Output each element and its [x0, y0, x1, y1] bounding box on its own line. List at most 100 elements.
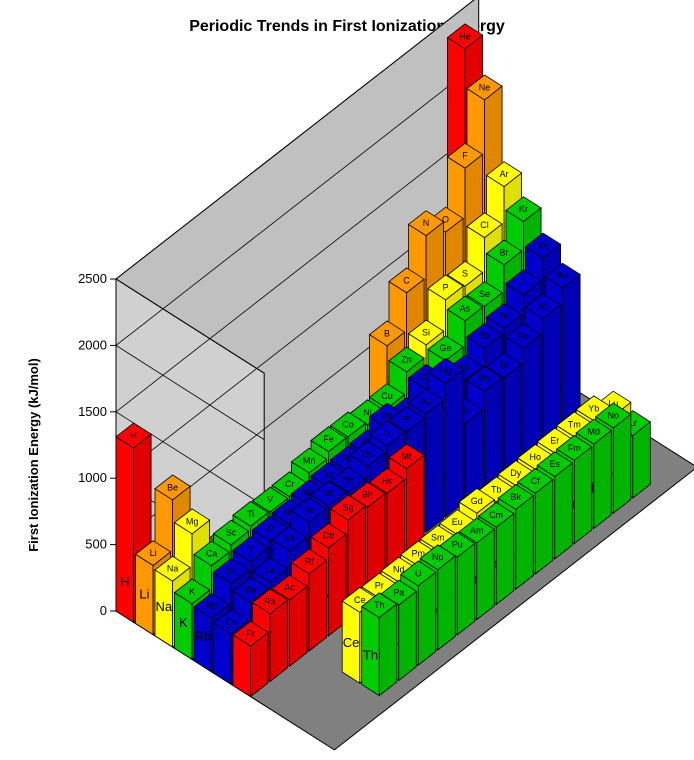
- bar-front-face: [378, 603, 398, 697]
- bar-front-face: [542, 304, 561, 442]
- bar-label: Sm: [431, 533, 445, 543]
- bar-label: Ra: [264, 596, 276, 606]
- bar-top-face: [388, 267, 425, 294]
- bar-label: Pr: [375, 581, 384, 591]
- bar-side-label: Th: [363, 648, 378, 663]
- bar-top-face: [251, 486, 289, 513]
- bar-top-face: [271, 525, 308, 552]
- bar-top-face: [368, 420, 406, 447]
- bar-label: Db: [323, 531, 335, 541]
- bar-label: He: [459, 31, 471, 41]
- bar-label: Os: [362, 449, 374, 459]
- bar-label: Tc: [324, 470, 334, 480]
- bar-label: H: [130, 431, 137, 441]
- bar-top-face: [524, 293, 562, 320]
- bar-front-face: [503, 363, 522, 473]
- bar-Fr: Fr: [232, 620, 269, 698]
- bar-top-face: [232, 620, 269, 647]
- bar-top-face: [310, 522, 347, 549]
- bar-label: Fr: [246, 629, 255, 639]
- bar-top-face: [446, 23, 484, 50]
- bar-label: Np: [432, 552, 444, 562]
- bar-label: Po: [518, 331, 529, 341]
- bar-label: S: [462, 269, 468, 279]
- bar-top-face: [446, 295, 484, 322]
- bar-label: Se: [479, 289, 490, 299]
- bar-label: Am: [470, 525, 484, 535]
- chart-title: Periodic Trends in First Ionization Ener…: [189, 18, 505, 35]
- bar-top-face: [349, 481, 386, 508]
- bar-front-face: [308, 559, 328, 652]
- bar-top-face: [446, 142, 484, 169]
- bar-top-face: [407, 210, 445, 237]
- bar-top-face: [329, 411, 367, 438]
- y-axis: 0 500 1000 1500 2000 2500: [78, 271, 116, 618]
- bar-label: Sb: [479, 331, 490, 341]
- bar-label: Cf: [531, 476, 540, 486]
- bar-top-face: [310, 426, 347, 453]
- bar-label: Eu: [452, 517, 463, 527]
- bar-front-face: [612, 413, 632, 515]
- bar-front-face: [554, 462, 573, 560]
- bar-front-face: [476, 528, 495, 621]
- bar-top-face: [251, 557, 289, 583]
- bar-label: Na: [167, 564, 179, 574]
- y-tick-label: 1000: [78, 470, 107, 485]
- bar-top-face: [271, 574, 308, 601]
- bar-label: As: [460, 303, 471, 313]
- bar-front-face: [593, 429, 612, 530]
- bar-top-face: [251, 588, 289, 615]
- bar-top-face: [544, 262, 581, 289]
- bar-top-face: [232, 576, 269, 603]
- bar-front-face: [464, 409, 484, 503]
- y-axis-label: First Ionization Energy (kJ/mol): [26, 358, 41, 552]
- bar-label: Te: [499, 311, 509, 321]
- bar-label: Pb: [479, 374, 490, 384]
- bar-top-face: [427, 335, 464, 362]
- bar-top-face: [505, 323, 542, 349]
- bar-label: K: [189, 586, 195, 596]
- bar-top-face: [458, 517, 495, 544]
- bar-label: Fe: [323, 434, 334, 444]
- bar-label: Xe: [537, 241, 548, 251]
- bar-label: Ac: [284, 583, 295, 593]
- bar-top-face: [212, 558, 250, 584]
- bar-front-face: [573, 445, 593, 545]
- bar-top-face: [466, 74, 503, 101]
- bar-front-face: [425, 399, 445, 534]
- bar-side-face: [115, 436, 135, 623]
- bar-front-face: [437, 555, 456, 651]
- bar-label: Cm: [489, 510, 503, 520]
- bar-top-face: [388, 346, 425, 373]
- bar-label: Hs: [382, 476, 393, 486]
- bar-top-face: [368, 467, 406, 494]
- bar-top-face: [478, 501, 515, 528]
- bar-top-face: [407, 319, 445, 346]
- bar-label: Sc: [226, 528, 237, 538]
- bar-front-face: [456, 542, 476, 636]
- bar-top-face: [361, 592, 398, 619]
- bar-label: Hf: [285, 534, 294, 544]
- bar-label: Pt: [402, 414, 411, 424]
- bar-label: Tl: [461, 406, 469, 416]
- bar-label: Si: [422, 327, 430, 337]
- bar-label: Hg: [440, 366, 452, 376]
- bar-label: Rf: [305, 557, 314, 567]
- bar-label: Ir: [384, 428, 390, 438]
- bar-label: Rb: [206, 601, 218, 611]
- bar-label: Rn: [557, 271, 569, 281]
- bar-label: Es: [550, 459, 561, 469]
- bar-side-label: Li: [139, 587, 149, 602]
- bar-label: Ni: [363, 407, 372, 417]
- bar-label: Lr: [629, 418, 637, 428]
- bar-label: Ta: [304, 505, 314, 515]
- bar-top-face: [556, 435, 593, 461]
- bar-label: Pd: [381, 411, 392, 421]
- bar-side-label: Na: [155, 599, 172, 614]
- bar-label: Ru: [342, 454, 354, 464]
- bar-top-face: [517, 467, 554, 494]
- bar-front-face: [515, 494, 534, 591]
- bar-front-face: [495, 512, 515, 606]
- bar-label: P: [442, 282, 448, 292]
